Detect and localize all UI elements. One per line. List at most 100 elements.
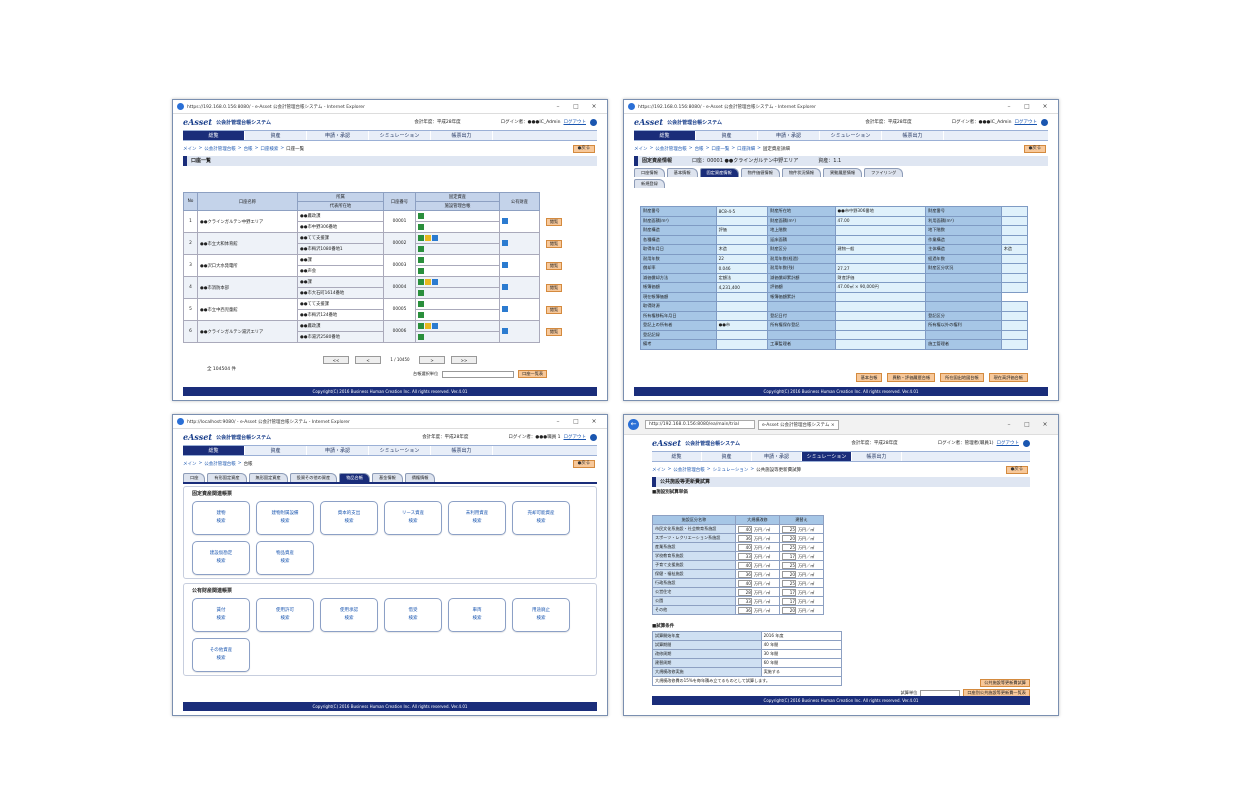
view-button[interactable]: 閲覧	[545, 261, 563, 270]
property-icon[interactable]	[502, 306, 508, 313]
close-icon[interactable]: ×	[591, 103, 597, 110]
breadcrumb-item[interactable]: 口座詳細	[737, 146, 756, 152]
tab-investment[interactable]: 投資その他の資産	[289, 473, 338, 482]
tab-account[interactable]: 口座	[183, 473, 206, 482]
logout-link[interactable]: ログアウト	[563, 120, 587, 125]
nav-overview[interactable]: 総覧	[183, 131, 245, 140]
price-cell[interactable]: 36 万円／㎡	[734, 569, 780, 579]
report-tile[interactable]: 使用許可 検索	[256, 598, 314, 632]
tab-condition[interactable]: 物件状況情報	[781, 168, 821, 177]
price-cell[interactable]: 33 万円／㎡	[734, 596, 780, 606]
minimize-icon[interactable]: –	[1007, 421, 1011, 428]
view-button[interactable]: 閲覧	[545, 217, 563, 226]
report-tile[interactable]: 建設仮勘定 検索	[192, 541, 250, 575]
nav-reports[interactable]: 帳票出力	[431, 131, 493, 140]
current-value-ledger-button[interactable]: 現在高評価台帳	[988, 373, 1028, 382]
report-tile[interactable]: 建物附属設備 検索	[256, 501, 314, 535]
nav-assets[interactable]: 資産	[245, 131, 307, 140]
report-tile[interactable]: 未利用資産 検索	[448, 501, 506, 535]
price-cell[interactable]: 28 万円／㎡	[734, 587, 780, 597]
price-cell[interactable]: 25 万円／㎡	[778, 560, 825, 570]
condition-select[interactable]: 実施する	[760, 667, 843, 677]
property-icon[interactable]	[502, 284, 508, 291]
breadcrumb-item[interactable]: シミュレーション	[712, 467, 749, 473]
property-icon[interactable]	[502, 218, 508, 225]
property-icon[interactable]	[502, 240, 508, 247]
asset-icon[interactable]	[418, 278, 424, 285]
facility-icon[interactable]	[418, 311, 424, 318]
basic-ledger-button[interactable]: 基本台帳	[855, 373, 883, 382]
facility-icon[interactable]	[418, 223, 424, 230]
close-icon[interactable]: ×	[1042, 103, 1048, 110]
back-button[interactable]: ●戻る	[1023, 144, 1046, 153]
breadcrumb-item[interactable]: 台帳	[694, 146, 704, 152]
breadcrumb-item[interactable]: メイン	[183, 461, 197, 467]
tab-history[interactable]: 異動履歴情報	[822, 168, 863, 177]
price-cell[interactable]: 20 万円／㎡	[778, 533, 825, 543]
property-icon[interactable]	[502, 328, 508, 335]
price-cell[interactable]: 40 万円／㎡	[734, 524, 780, 534]
breadcrumb-item[interactable]: 台帳	[243, 146, 253, 152]
condition-value[interactable]: 40 年間	[760, 640, 843, 650]
logout-link[interactable]: ログアウト	[996, 441, 1020, 446]
nav-approval[interactable]: 申請・承認	[307, 131, 369, 140]
report-tile[interactable]: 車両 検索	[448, 598, 506, 632]
asset-icon[interactable]	[418, 234, 424, 241]
price-cell[interactable]: 36 万円／㎡	[734, 605, 780, 615]
back-button[interactable]: ●戻る	[572, 144, 595, 153]
back-arrow-icon[interactable]: ←	[628, 419, 639, 430]
map-ledger-button[interactable]: 所在図出地図台帳	[940, 373, 984, 382]
nav-assets[interactable]: 資産	[702, 452, 752, 461]
condition-value[interactable]: 60 年間	[760, 658, 843, 668]
report-tile[interactable]: 資本的支出 検索	[320, 501, 378, 535]
table-row[interactable]: 3 ●●沢口大水発電所 ●●課 00003 閲覧	[183, 254, 568, 277]
back-button[interactable]: ●戻る	[572, 459, 595, 468]
breadcrumb-item[interactable]: 公会計管理台帳	[673, 467, 705, 473]
first-page-button[interactable]: <<	[323, 356, 349, 364]
report-tile[interactable]: リース資産 検索	[384, 501, 442, 535]
asset-icon[interactable]	[425, 234, 431, 241]
prev-page-button[interactable]: <	[355, 356, 381, 364]
table-row[interactable]: 5 ●●市立中西児童館 ●●てて支援課 00005 閲覧	[183, 298, 568, 321]
asset-icon[interactable]	[418, 212, 424, 219]
tab-value[interactable]: 物件価値情報	[740, 168, 780, 177]
breadcrumb-item[interactable]: 公会計管理台帳	[204, 461, 236, 467]
facility-icon[interactable]	[418, 267, 424, 274]
condition-value[interactable]: 30 年間	[760, 649, 843, 659]
asset-icon[interactable]	[432, 322, 438, 329]
maximize-icon[interactable]: □	[573, 418, 579, 425]
report-tile[interactable]: 賃付 検索	[192, 598, 250, 632]
breadcrumb-item[interactable]: 公会計管理台帳	[655, 146, 687, 152]
nav-overview[interactable]: 総覧	[652, 452, 702, 461]
breadcrumb-item[interactable]: メイン	[652, 467, 666, 473]
price-cell[interactable]: 17 万円／㎡	[778, 596, 825, 606]
nav-reports[interactable]: 帳票出力	[431, 446, 493, 455]
simulate-button[interactable]: 公共施設等更新費試算	[980, 679, 1030, 687]
tab-intangible[interactable]: 無形固定資産	[248, 473, 288, 482]
report-tile[interactable]: 借受 検索	[384, 598, 442, 632]
facility-icon[interactable]	[418, 289, 424, 296]
nav-reports[interactable]: 帳票出力	[882, 131, 944, 140]
close-icon[interactable]: ×	[1042, 421, 1048, 428]
nav-approval[interactable]: 申請・承認	[758, 131, 820, 140]
breadcrumb-item[interactable]: メイン	[183, 146, 197, 152]
price-cell[interactable]: 25 万円／㎡	[778, 542, 825, 552]
price-cell[interactable]: 40 万円／㎡	[734, 560, 780, 570]
next-page-button[interactable]: >	[419, 356, 445, 364]
price-cell[interactable]: 33 万円／㎡	[734, 551, 780, 561]
nav-approval[interactable]: 申請・承認	[752, 452, 802, 461]
view-button[interactable]: 閲覧	[545, 305, 563, 314]
table-row[interactable]: 4 ●●市消防本部 ●●課 00004 閲覧	[183, 276, 568, 299]
price-cell[interactable]: 17 万円／㎡	[778, 551, 825, 561]
logout-link[interactable]: ログアウト	[563, 435, 587, 440]
tab-filing[interactable]: ファイリング	[864, 168, 904, 177]
property-icon[interactable]	[502, 262, 508, 269]
tab-fixed-asset[interactable]: 固定資産情報	[699, 168, 739, 177]
tab-credit[interactable]: 債権情報	[404, 473, 436, 482]
help-icon[interactable]	[590, 433, 597, 441]
facility-icon[interactable]	[418, 333, 424, 340]
nav-assets[interactable]: 資産	[245, 446, 307, 455]
table-row[interactable]: 6 ●●クラインガルテン湯沢エリア ●●農政課 00006 閲覧	[183, 320, 568, 343]
price-cell[interactable]: 20 万円／㎡	[778, 605, 825, 615]
maximize-icon[interactable]: □	[1024, 103, 1030, 110]
